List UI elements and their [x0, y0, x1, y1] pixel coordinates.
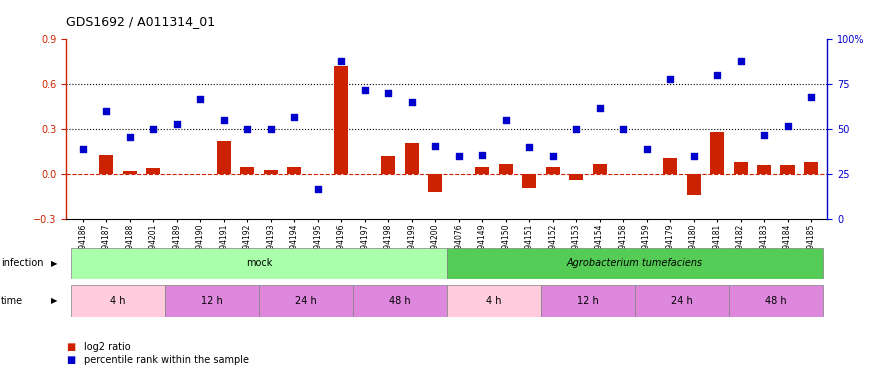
Text: 24 h: 24 h: [295, 296, 317, 306]
Bar: [635, 285, 729, 317]
Text: ▶: ▶: [51, 259, 58, 268]
Point: [217, 117, 231, 123]
Bar: [687, 174, 701, 195]
Point: [264, 126, 278, 132]
Text: ■: ■: [66, 342, 75, 352]
Text: time: time: [1, 296, 23, 306]
Bar: [498, 164, 512, 174]
Bar: [475, 167, 489, 174]
Point: [146, 126, 160, 132]
Bar: [165, 285, 259, 317]
Point: [381, 90, 396, 96]
Point: [498, 117, 512, 123]
Bar: [381, 156, 396, 174]
Bar: [123, 171, 137, 174]
Point: [522, 144, 536, 150]
Text: 4 h: 4 h: [486, 296, 502, 306]
Point: [358, 87, 372, 93]
Bar: [264, 170, 278, 174]
Point: [170, 121, 184, 127]
Text: 48 h: 48 h: [765, 296, 787, 306]
Bar: [757, 165, 771, 174]
Bar: [447, 248, 823, 279]
Bar: [404, 143, 419, 174]
Bar: [569, 174, 583, 180]
Text: percentile rank within the sample: percentile rank within the sample: [84, 355, 249, 365]
Bar: [353, 285, 447, 317]
Bar: [804, 162, 818, 174]
Point: [687, 153, 701, 159]
Point: [76, 146, 90, 152]
Point: [616, 126, 630, 132]
Text: ■: ■: [66, 355, 75, 365]
Point: [757, 132, 771, 138]
Bar: [428, 174, 442, 192]
Point: [311, 186, 325, 192]
Point: [710, 72, 724, 78]
Point: [593, 105, 607, 111]
Bar: [545, 167, 559, 174]
Bar: [146, 168, 160, 174]
Bar: [240, 167, 254, 174]
Bar: [593, 164, 606, 174]
Text: Agrobacterium tumefaciens: Agrobacterium tumefaciens: [566, 258, 703, 268]
Text: 12 h: 12 h: [577, 296, 599, 306]
Text: GDS1692 / A011314_01: GDS1692 / A011314_01: [66, 15, 216, 28]
Bar: [710, 132, 724, 174]
Point: [99, 108, 113, 114]
Text: infection: infection: [1, 258, 43, 268]
Point: [451, 153, 466, 159]
Point: [781, 123, 795, 129]
Text: mock: mock: [246, 258, 273, 268]
Text: 12 h: 12 h: [201, 296, 223, 306]
Text: 4 h: 4 h: [111, 296, 126, 306]
Point: [123, 134, 137, 140]
Point: [545, 153, 559, 159]
Point: [663, 76, 677, 82]
Bar: [99, 155, 113, 174]
Bar: [71, 285, 165, 317]
Point: [569, 126, 583, 132]
Point: [193, 96, 207, 102]
Point: [640, 146, 654, 152]
Point: [240, 126, 254, 132]
Bar: [259, 285, 353, 317]
Text: log2 ratio: log2 ratio: [84, 342, 131, 352]
Bar: [541, 285, 635, 317]
Bar: [217, 141, 231, 174]
Point: [287, 114, 301, 120]
Bar: [335, 66, 349, 174]
Point: [404, 99, 419, 105]
Bar: [288, 167, 301, 174]
Bar: [663, 158, 677, 174]
Bar: [71, 248, 447, 279]
Bar: [522, 174, 536, 188]
Point: [335, 58, 349, 64]
Text: 48 h: 48 h: [389, 296, 411, 306]
Text: ▶: ▶: [51, 296, 58, 305]
Bar: [447, 285, 541, 317]
Text: 24 h: 24 h: [671, 296, 693, 306]
Point: [428, 142, 442, 148]
Point: [804, 94, 818, 100]
Point: [475, 152, 489, 157]
Bar: [729, 285, 823, 317]
Bar: [781, 165, 795, 174]
Bar: [734, 162, 748, 174]
Point: [734, 58, 748, 64]
